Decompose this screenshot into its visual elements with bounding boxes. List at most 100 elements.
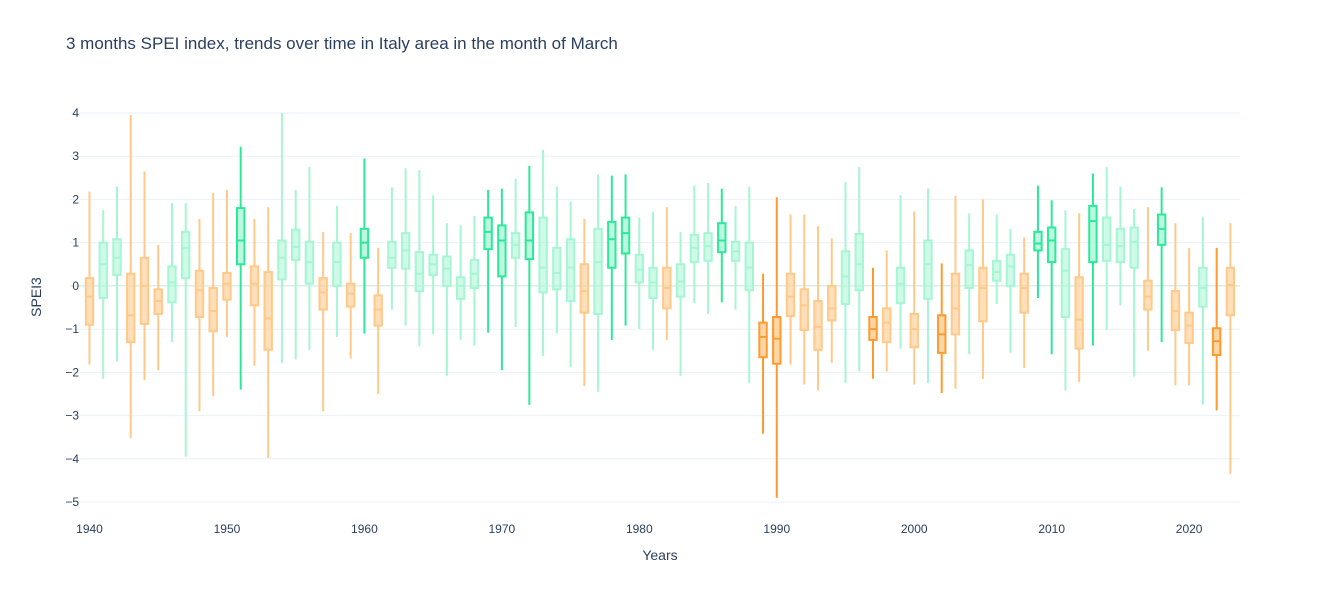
box-1990	[772, 197, 782, 498]
box-2019	[1170, 223, 1181, 386]
box-2017	[1143, 207, 1153, 351]
x-tick-label: 1980	[626, 522, 653, 536]
box-1972	[524, 165, 535, 405]
box-1949	[208, 192, 218, 397]
x-tick-label: 2010	[1038, 522, 1065, 536]
box-1946	[167, 202, 177, 343]
x-tick-label: 1960	[351, 522, 378, 536]
box-2023	[1225, 223, 1236, 474]
box-2012	[1074, 213, 1084, 382]
box-body	[126, 272, 136, 344]
box-body	[607, 220, 617, 269]
box-body	[758, 321, 768, 359]
box-body	[1074, 276, 1084, 350]
tick-layer: 4 3 2 1 0 −1 −2 −3 −4 −5 1940 1950 1960 1970 1980 1990 2…	[65, 106, 1202, 536]
box-body	[483, 216, 493, 251]
box-body	[1101, 216, 1112, 262]
box-2005	[978, 199, 988, 379]
box-2011	[1060, 210, 1071, 391]
box-body	[827, 284, 837, 322]
box-1979	[620, 174, 631, 326]
box-body	[882, 307, 892, 344]
box-body	[1046, 226, 1057, 264]
box-1984	[689, 185, 700, 304]
box-1970	[497, 188, 507, 371]
box-1998	[882, 250, 892, 372]
box-1953	[263, 207, 273, 458]
box-1966	[442, 223, 452, 376]
box-1954	[277, 112, 287, 363]
box-1983	[675, 231, 686, 376]
box-1964	[414, 170, 425, 347]
box-body	[620, 216, 631, 255]
box-1985	[703, 183, 713, 314]
y-tick-label: −5	[65, 495, 79, 509]
box-body	[1060, 248, 1071, 319]
box-1976	[579, 218, 590, 387]
y-tick-label: 1	[72, 236, 79, 250]
box-body	[194, 269, 205, 319]
box-1959	[345, 233, 356, 359]
x-tick-label: 1940	[76, 522, 103, 536]
box-2014	[1101, 167, 1112, 330]
box-2007	[1005, 228, 1016, 353]
box-2015	[1115, 186, 1126, 306]
box-body	[263, 271, 273, 351]
box-body	[84, 277, 95, 326]
box-body	[813, 300, 823, 351]
box-body	[909, 312, 919, 349]
box-1944	[139, 171, 150, 381]
box-1951	[235, 146, 246, 390]
box-2008	[1019, 237, 1029, 369]
box-1973	[538, 149, 548, 356]
box-body	[1005, 253, 1016, 287]
box-2022	[1211, 247, 1222, 411]
y-tick-label: 3	[72, 149, 79, 163]
box-body	[318, 277, 328, 311]
box-1967	[455, 225, 466, 340]
box-2009	[1033, 185, 1043, 298]
box-body	[593, 227, 603, 315]
box-1974	[552, 186, 562, 334]
box-1962	[387, 187, 397, 310]
box-2003	[950, 195, 961, 389]
box-1958	[332, 205, 342, 337]
x-tick-label: 2020	[1176, 522, 1203, 536]
box-body	[442, 255, 452, 287]
box-1950	[222, 189, 232, 337]
box-body	[277, 239, 287, 281]
box-1992	[799, 214, 809, 385]
box-2000	[909, 211, 919, 385]
box-body	[675, 263, 686, 298]
box-body	[923, 239, 933, 300]
box-body	[1019, 272, 1029, 314]
box-1956	[304, 167, 315, 350]
box-body	[1129, 226, 1139, 269]
box-body	[139, 256, 150, 325]
box-body	[565, 238, 576, 303]
box-1991	[785, 214, 796, 365]
box-1960	[359, 158, 370, 334]
box-body	[1088, 204, 1098, 264]
y-tick-label: −4	[65, 452, 79, 466]
x-tick-label: 2000	[901, 522, 928, 536]
box-1989	[758, 273, 768, 434]
box-body	[208, 287, 218, 333]
box-body	[978, 266, 988, 323]
box-body	[799, 288, 809, 331]
box-body	[98, 241, 108, 299]
box-1999	[895, 195, 906, 349]
box-body	[950, 272, 961, 336]
box-body	[345, 282, 356, 308]
box-2002	[937, 263, 947, 394]
box-body	[840, 250, 851, 306]
box-1977	[593, 174, 603, 392]
box-body	[181, 230, 191, 280]
box-1994	[827, 238, 837, 363]
box-1987	[730, 205, 741, 310]
box-2016	[1129, 208, 1139, 377]
box-body	[290, 228, 301, 261]
box-1996	[854, 167, 864, 372]
box-1997	[868, 267, 878, 379]
